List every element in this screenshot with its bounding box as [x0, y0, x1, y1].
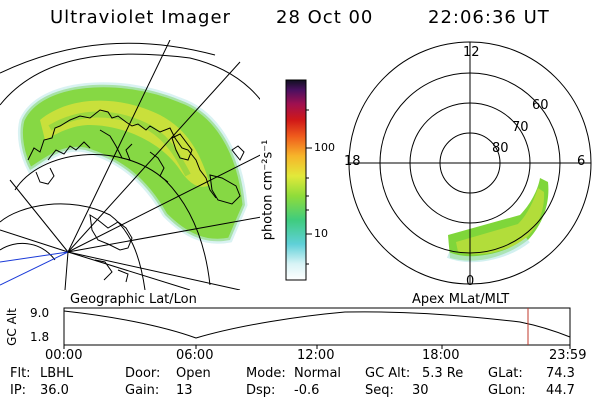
altitude-ymin: 1.8: [30, 330, 50, 344]
instrument-title: Ultraviolet Imager: [50, 7, 231, 28]
param-flt-key: Flt:: [10, 366, 31, 381]
altitude-ymax: 9.0: [30, 306, 50, 320]
xtick-0000: 00:00: [45, 348, 83, 363]
xtick-2359: 23:59: [549, 348, 587, 363]
param-door-value: Open: [176, 366, 211, 381]
mlt-label-6: 6: [577, 154, 586, 169]
altitude-plot: [63, 307, 571, 349]
mlat-label-80: 80: [492, 141, 509, 156]
date-label: 28 Oct 00: [276, 7, 374, 28]
mlt-label-0: 0: [466, 274, 475, 289]
param-gcalt-value: 5.3 Re: [422, 366, 464, 381]
mlt-label-12: 12: [463, 45, 480, 60]
projection-label-geographic: Geographic Lat/Lon: [70, 292, 197, 307]
xtick-1800: 18:00: [422, 348, 460, 363]
geographic-map: [0, 40, 260, 290]
param-glon-key: GLon:: [488, 383, 526, 398]
param-seq-value: 30: [412, 383, 429, 398]
param-mode-key: Mode:: [246, 366, 286, 381]
param-seq-key: Seq:: [365, 383, 394, 398]
colorbar: [285, 79, 307, 281]
time-label: 22:06:36 UT: [428, 7, 550, 28]
param-dsp-value: -0.6: [294, 383, 320, 398]
xtick-0600: 06:00: [176, 348, 214, 363]
param-ip-key: IP:: [10, 383, 27, 398]
param-dsp-key: Dsp:: [246, 383, 276, 398]
param-mode-value: Normal: [294, 366, 342, 381]
param-door-key: Door:: [125, 366, 161, 381]
param-gcalt-key: GC Alt:: [365, 366, 411, 381]
param-glat-value: 74.3: [546, 366, 575, 381]
param-ip-value: 36.0: [40, 383, 69, 398]
xtick-1200: 12:00: [297, 348, 335, 363]
param-glon-value: 44.7: [546, 383, 575, 398]
colorbar-tick-100: 100: [314, 141, 335, 154]
param-flt-value: LBHL: [40, 366, 74, 381]
colorbar-tick-10: 10: [314, 227, 328, 240]
polar-plot: [348, 41, 592, 285]
mlt-label-18: 18: [344, 154, 361, 169]
param-glat-key: GLat:: [488, 366, 523, 381]
param-gain-value: 13: [176, 383, 193, 398]
projection-label-apex: Apex MLat/MLT: [412, 292, 510, 307]
mlat-label-70: 70: [512, 120, 529, 135]
mlat-label-60: 60: [532, 98, 549, 113]
altitude-curve: [63, 310, 571, 339]
param-gain-key: Gain:: [125, 383, 160, 398]
